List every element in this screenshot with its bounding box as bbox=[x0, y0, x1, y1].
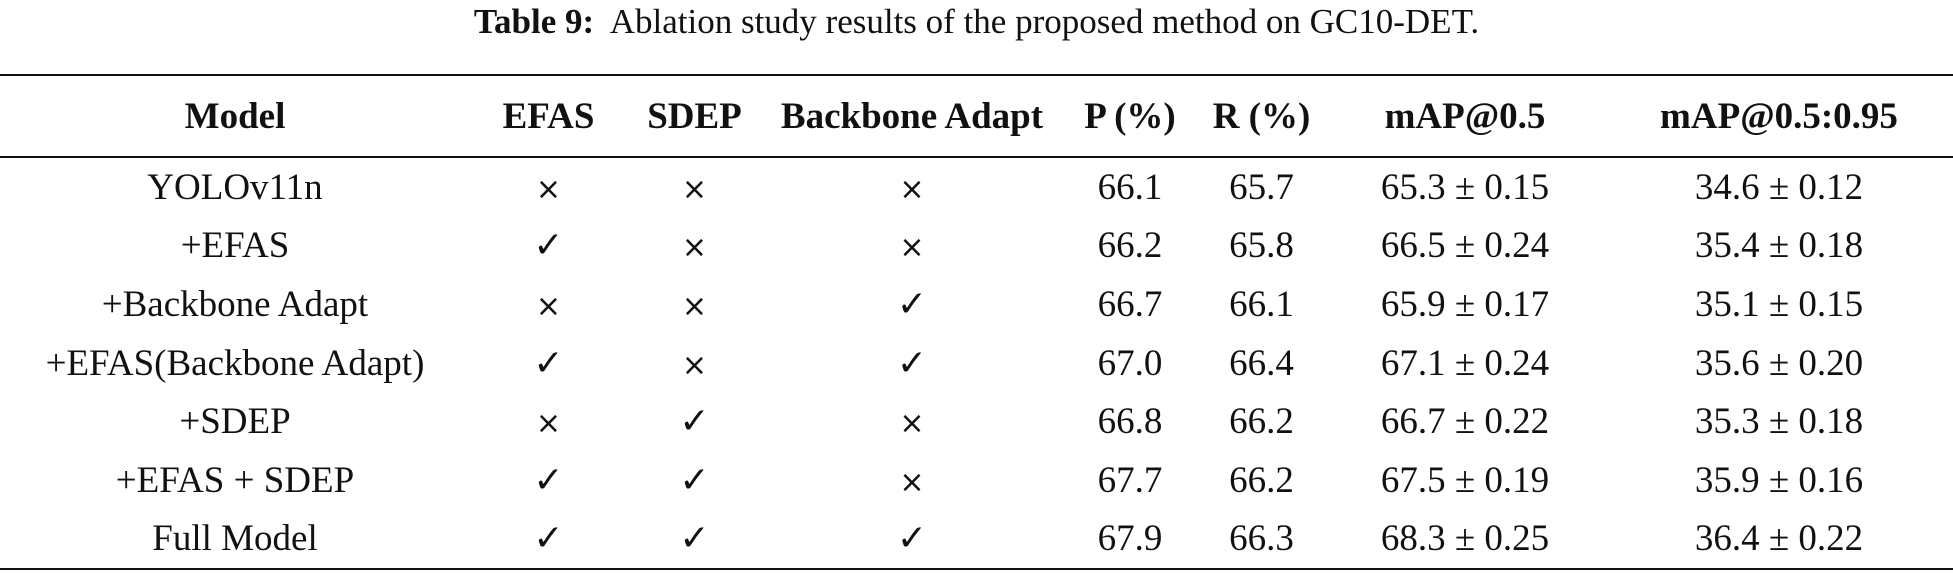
check-icon: ✓ bbox=[533, 459, 564, 501]
cell-map50-95: 34.6 ± 0.12 bbox=[1694, 166, 1864, 208]
cell-map50-95: 35.4 ± 0.18 bbox=[1694, 225, 1864, 267]
cell-recall: 65.8 bbox=[1229, 225, 1294, 267]
header-efas: EFAS bbox=[502, 95, 595, 137]
cell-sdep: × bbox=[627, 157, 762, 217]
check-icon: ✓ bbox=[896, 283, 928, 325]
cell-map50: 65.9 ± 0.17 bbox=[1380, 283, 1550, 325]
cell-recall: 66.2 bbox=[1229, 401, 1294, 443]
cell-backbone-adapt: × bbox=[762, 451, 1062, 510]
cell-model: +Backbone Adapt bbox=[101, 283, 369, 325]
cell-efas: ✓ bbox=[470, 451, 627, 510]
cross-icon: × bbox=[899, 464, 925, 500]
cell-map50: 65.3 ± 0.15 bbox=[1380, 166, 1550, 208]
cross-icon: × bbox=[681, 230, 708, 266]
cell-precision: 66.2 bbox=[1097, 225, 1163, 267]
cell-recall: 65.7 bbox=[1229, 166, 1294, 208]
cell-sdep: × bbox=[627, 275, 762, 334]
table-row: +EFAS + SDEP ✓ ✓ × 67.7 66.2 67.5 ± 0.19 35.9 ±… bbox=[0, 451, 1953, 510]
cell-map50: 67.5 ± 0.19 bbox=[1380, 459, 1550, 501]
cell-model: +EFAS + SDEP bbox=[115, 459, 355, 501]
cell-model: +EFAS(Backbone Adapt) bbox=[45, 342, 425, 384]
cell-efas: × bbox=[470, 275, 627, 334]
cross-icon: × bbox=[535, 288, 562, 324]
cell-map50: 66.5 ± 0.24 bbox=[1380, 225, 1550, 267]
cell-model: YOLOv11n bbox=[147, 166, 323, 208]
cell-precision: 67.7 bbox=[1097, 459, 1163, 501]
header-sdep: SDEP bbox=[647, 95, 742, 137]
cell-recall: 66.1 bbox=[1229, 283, 1294, 325]
check-icon: ✓ bbox=[533, 225, 564, 267]
cell-map50: 66.7 ± 0.22 bbox=[1380, 401, 1550, 443]
header-precision: P (%) bbox=[1084, 95, 1176, 137]
table-row: YOLOv11n × × × 66.1 65.7 65.3 ± 0.15 34.6 ± 0.1… bbox=[0, 157, 1953, 217]
check-icon: ✓ bbox=[896, 518, 928, 560]
cross-icon: × bbox=[535, 171, 562, 207]
cell-precision: 67.0 bbox=[1097, 342, 1163, 384]
table-row: +EFAS(Backbone Adapt) ✓ × ✓ 67.0 66.4 67.1 ± 0… bbox=[0, 334, 1953, 393]
ablation-results-table: Model EFAS SDEP Backbone Adapt P (%) R (… bbox=[0, 74, 1953, 570]
cross-icon: × bbox=[899, 171, 925, 207]
cell-sdep: ✓ bbox=[627, 510, 762, 570]
cell-map50-95: 35.6 ± 0.20 bbox=[1694, 342, 1864, 384]
cell-map50-95: 35.3 ± 0.18 bbox=[1694, 401, 1864, 443]
table-row: Full Model ✓ ✓ ✓ 67.9 66.3 68.3 ± 0.25 36.4 ± 0… bbox=[0, 510, 1953, 570]
cell-backbone-adapt: × bbox=[762, 217, 1062, 276]
cell-backbone-adapt: ✓ bbox=[762, 510, 1062, 570]
cell-model: +SDEP bbox=[179, 401, 291, 443]
table-header-row: Model EFAS SDEP Backbone Adapt P (%) R (… bbox=[0, 75, 1953, 157]
cell-map50-95: 35.9 ± 0.16 bbox=[1694, 459, 1864, 501]
header-backbone-adapt: Backbone Adapt bbox=[780, 95, 1044, 137]
check-icon: ✓ bbox=[679, 401, 710, 443]
cell-efas: × bbox=[470, 157, 627, 217]
header-model: Model bbox=[184, 95, 286, 137]
cross-icon: × bbox=[899, 406, 925, 442]
cell-map50: 68.3 ± 0.25 bbox=[1380, 518, 1550, 560]
cell-efas: ✓ bbox=[470, 334, 627, 393]
cell-sdep: ✓ bbox=[627, 451, 762, 510]
cell-efas: × bbox=[470, 392, 627, 451]
cell-map50-95: 36.4 ± 0.22 bbox=[1694, 518, 1864, 560]
cell-sdep: × bbox=[627, 217, 762, 276]
cell-precision: 66.7 bbox=[1097, 283, 1163, 325]
check-icon: ✓ bbox=[533, 342, 564, 384]
cell-recall: 66.3 bbox=[1229, 518, 1294, 560]
cell-backbone-adapt: ✓ bbox=[762, 334, 1062, 393]
header-recall: R (%) bbox=[1212, 95, 1311, 137]
table-caption-label: Table 9: bbox=[473, 2, 595, 41]
check-icon: ✓ bbox=[679, 518, 710, 560]
table-body: YOLOv11n × × × 66.1 65.7 65.3 ± 0.15 34.6 ± 0.1… bbox=[0, 157, 1953, 570]
table-row: +SDEP × ✓ × 66.8 66.2 66.7 ± 0.22 35.3 ± 0.18 bbox=[0, 392, 1953, 451]
cross-icon: × bbox=[681, 347, 708, 383]
cross-icon: × bbox=[899, 230, 925, 266]
cell-recall: 66.2 bbox=[1229, 459, 1294, 501]
header-map50: mAP@0.5 bbox=[1384, 95, 1546, 137]
cross-icon: × bbox=[681, 171, 708, 207]
cell-efas: ✓ bbox=[470, 510, 627, 570]
check-icon: ✓ bbox=[679, 459, 710, 501]
table-row: +Backbone Adapt × × ✓ 66.7 66.1 65.9 ± 0.17 35.… bbox=[0, 275, 1953, 334]
cell-backbone-adapt: × bbox=[762, 157, 1062, 217]
check-icon: ✓ bbox=[533, 518, 564, 560]
cell-precision: 67.9 bbox=[1097, 518, 1163, 560]
cell-model: Full Model bbox=[152, 518, 318, 560]
cell-backbone-adapt: × bbox=[762, 392, 1062, 451]
cell-map50-95: 35.1 ± 0.15 bbox=[1694, 283, 1864, 325]
cross-icon: × bbox=[535, 406, 562, 442]
cell-recall: 66.4 bbox=[1229, 342, 1294, 384]
cross-icon: × bbox=[681, 288, 708, 324]
cell-precision: 66.8 bbox=[1097, 401, 1163, 443]
cell-map50: 67.1 ± 0.24 bbox=[1380, 342, 1550, 384]
cell-model: +EFAS bbox=[180, 225, 290, 267]
check-icon: ✓ bbox=[896, 342, 928, 384]
cell-backbone-adapt: ✓ bbox=[762, 275, 1062, 334]
table-row: +EFAS ✓ × × 66.2 65.8 66.5 ± 0.24 35.4 ± 0.18 bbox=[0, 217, 1953, 276]
cell-sdep: ✓ bbox=[627, 392, 762, 451]
cell-sdep: × bbox=[627, 334, 762, 393]
header-map50-95: mAP@0.5:0.95 bbox=[1660, 95, 1898, 137]
table-caption: Table 9: Ablation study results of the p… bbox=[0, 0, 1953, 56]
table-caption-text: Ablation study results of the proposed m… bbox=[609, 2, 1480, 41]
cell-efas: ✓ bbox=[470, 217, 627, 276]
cell-precision: 66.1 bbox=[1097, 166, 1163, 208]
